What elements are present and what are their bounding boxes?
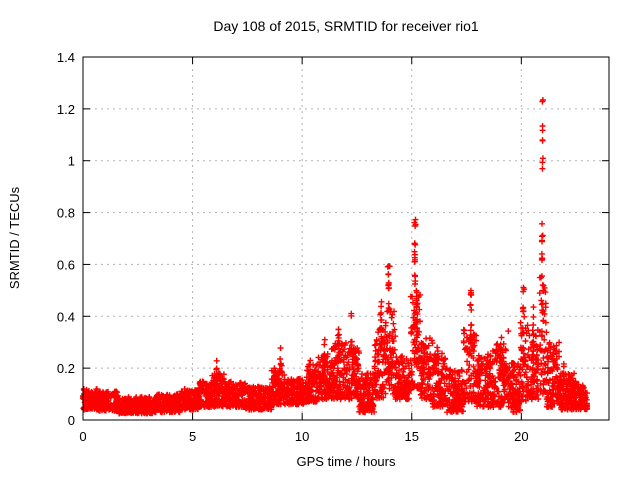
y-tick-label: 0.8 xyxy=(57,206,75,221)
y-tick-label: 1.2 xyxy=(57,102,75,117)
x-tick-label: 15 xyxy=(405,429,419,444)
y-axis-label: SRMTID / TECUs xyxy=(7,186,22,289)
x-axis-label: GPS time / hours xyxy=(297,454,396,469)
tick-layer xyxy=(82,56,609,421)
tick-label-layer: 0 5 10 15 20 0 0.2 0.4 0.6 0.8 1 1.2 1.4 xyxy=(57,50,529,444)
data-points-layer xyxy=(80,97,590,417)
scatter-markers xyxy=(80,97,590,417)
x-tick-label: 10 xyxy=(295,429,309,444)
y-tick-label: 0.4 xyxy=(57,309,75,324)
plot-border xyxy=(82,56,610,421)
y-tick-label: 1.4 xyxy=(57,50,75,65)
x-tick-label: 20 xyxy=(514,429,528,444)
y-tick-label: 1 xyxy=(68,154,75,169)
y-tick-label: 0 xyxy=(68,413,75,428)
y-tick-label: 0.6 xyxy=(57,257,75,272)
x-tick-label: 5 xyxy=(189,429,196,444)
y-tick-label: 0.2 xyxy=(57,361,75,376)
x-tick-label: 0 xyxy=(79,429,86,444)
chart-title: Day 108 of 2015, SRMTID for receiver rio… xyxy=(213,18,479,34)
